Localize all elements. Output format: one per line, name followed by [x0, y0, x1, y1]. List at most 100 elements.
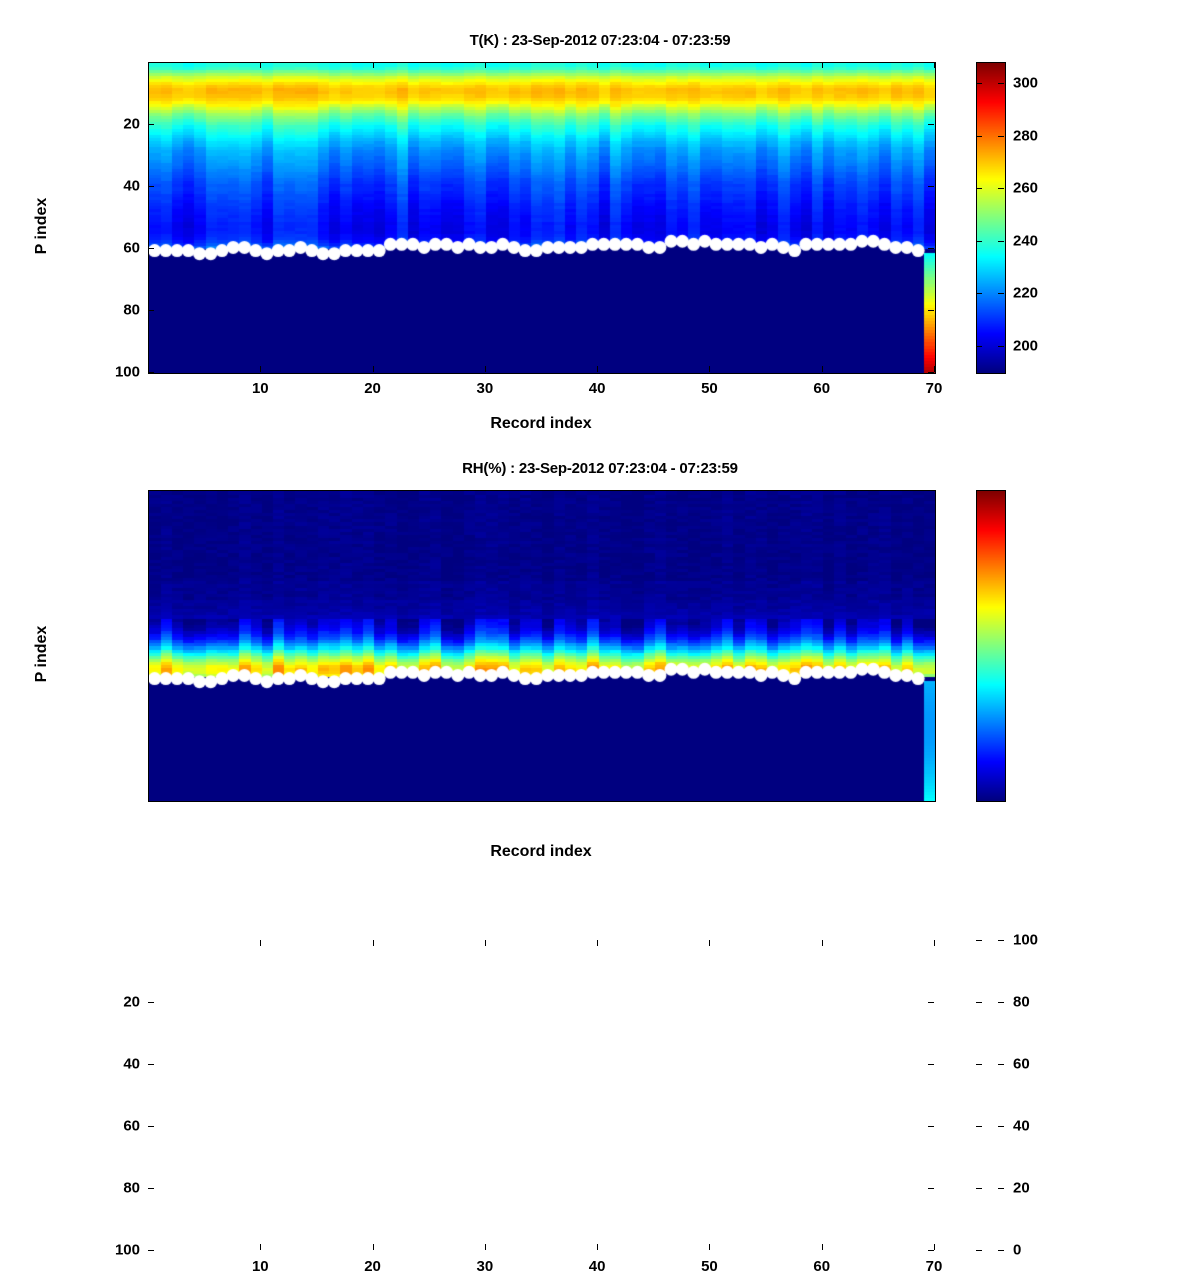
x-tick-mark-bottom — [484, 366, 486, 372]
x-tick-mark-bottom — [709, 1244, 711, 1250]
y-tick-mark-right — [928, 1064, 934, 1065]
colorbar-tick-mark — [976, 1188, 982, 1189]
colorbar-tick-label: 80 — [1013, 993, 1030, 1011]
y-tick-mark — [148, 248, 154, 249]
humidity-colorbar-gradient — [977, 491, 1005, 801]
colorbar-tick-label: 100 — [1013, 931, 1039, 949]
colorbar-tick-mark-right — [998, 345, 1004, 347]
x-tick-mark-top — [597, 940, 599, 946]
x-tick-mark-bottom — [934, 366, 935, 372]
x-tick-mark-top — [260, 62, 262, 68]
x-tick-mark-top — [709, 62, 711, 68]
colorbar-tick-mark-right — [998, 188, 1004, 190]
x-tick-mark-bottom — [484, 1244, 486, 1250]
y-tick-mark — [148, 124, 154, 125]
y-tick-mark — [148, 310, 154, 311]
y-tick-label: 20 — [123, 993, 140, 1011]
x-tick-mark-bottom — [372, 366, 374, 372]
colorbar-tick-label: 300 — [1013, 74, 1039, 92]
x-tick-mark-bottom — [597, 366, 599, 372]
humidity-colorbar — [976, 490, 1006, 802]
colorbar-tick-mark — [976, 940, 982, 941]
y-tick-mark — [148, 1250, 154, 1251]
x-tick-label: 70 — [925, 1258, 943, 1275]
colorbar-tick-mark — [976, 1250, 982, 1251]
temperature-x-axis-label: Record index — [490, 415, 592, 432]
colorbar-tick-mark-right — [998, 293, 1004, 295]
temperature-y-axis-label: P index — [33, 197, 50, 255]
y-tick-mark-right — [928, 1126, 934, 1127]
humidity-y-axis-label: P index — [33, 625, 50, 683]
colorbar-tick-mark — [976, 188, 982, 190]
colorbar-tick-label: 200 — [1013, 337, 1039, 355]
y-tick-label: 60 — [123, 1117, 140, 1135]
y-tick-mark-right — [928, 1188, 934, 1189]
y-tick-mark-right — [928, 124, 934, 125]
x-tick-label: 30 — [476, 1258, 494, 1275]
colorbar-tick-mark-right — [998, 240, 1004, 242]
x-tick-mark-bottom — [709, 366, 711, 372]
y-tick-mark — [148, 1002, 154, 1003]
x-tick-mark-top — [709, 940, 711, 946]
x-tick-mark-bottom — [934, 1244, 935, 1250]
humidity-x-axis-label: Record index — [490, 843, 592, 860]
y-tick-label: 40 — [123, 177, 140, 195]
colorbar-tick-mark-right — [998, 135, 1004, 137]
x-tick-mark-bottom — [821, 1244, 823, 1250]
colorbar-tick-mark-right — [998, 1250, 1004, 1251]
y-tick-label: 20 — [123, 115, 140, 133]
x-tick-label: 60 — [813, 1258, 831, 1275]
y-tick-mark-right — [928, 1250, 934, 1251]
colorbar-tick-label: 20 — [1013, 1179, 1030, 1197]
x-tick-mark-top — [484, 62, 486, 68]
x-tick-mark-bottom — [260, 366, 262, 372]
x-tick-mark-top — [821, 62, 823, 68]
colorbar-tick-mark — [976, 293, 982, 295]
x-tick-label: 10 — [251, 380, 269, 397]
colorbar-tick-mark-right — [998, 1188, 1004, 1189]
colorbar-tick-mark-right — [998, 1002, 1004, 1003]
x-tick-mark-top — [934, 940, 935, 946]
colorbar-tick-label: 0 — [1013, 1241, 1022, 1259]
x-tick-label: 60 — [813, 380, 831, 397]
x-tick-label: 40 — [588, 1258, 606, 1275]
y-tick-mark — [148, 1064, 154, 1065]
x-tick-mark-top — [372, 62, 374, 68]
colorbar-tick-label: 220 — [1013, 284, 1039, 302]
y-tick-mark — [148, 186, 154, 187]
humidity-heatmap — [149, 491, 935, 801]
colorbar-tick-mark-right — [998, 940, 1004, 941]
x-tick-mark-bottom — [260, 1244, 262, 1250]
x-tick-label: 40 — [588, 380, 606, 397]
colorbar-tick-mark — [976, 83, 982, 85]
panel-title-humidity: RH(%) : 23-Sep-2012 07:23:04 - 07:23:59 — [462, 460, 738, 477]
x-tick-label: 20 — [364, 380, 381, 397]
x-tick-mark-top — [260, 940, 262, 946]
x-tick-mark-top — [597, 62, 599, 68]
humidity-axes — [148, 490, 936, 802]
colorbar-tick-mark — [976, 345, 982, 347]
colorbar-tick-mark-right — [998, 83, 1004, 85]
y-tick-mark — [148, 1126, 154, 1127]
colorbar-tick-label: 40 — [1013, 1117, 1030, 1135]
x-tick-mark-top — [372, 940, 374, 946]
x-tick-label: 10 — [251, 1258, 269, 1275]
temperature-colorbar-gradient — [977, 63, 1005, 373]
temperature-panel: T(K) : 23-Sep-2012 07:23:04 - 07:23:59 2… — [0, 0, 1200, 450]
y-tick-mark — [148, 372, 154, 373]
x-tick-mark-top — [821, 940, 823, 946]
colorbar-tick-mark — [976, 1002, 982, 1003]
humidity-panel: RH(%) : 23-Sep-2012 07:23:04 - 07:23:59 … — [0, 450, 1200, 1275]
y-tick-mark — [148, 1188, 154, 1189]
y-tick-mark-right — [928, 1002, 934, 1003]
colorbar-tick-mark — [976, 1126, 982, 1127]
y-tick-label: 40 — [123, 1055, 140, 1073]
y-tick-label: 80 — [123, 301, 140, 319]
colorbar-tick-mark-right — [998, 1126, 1004, 1127]
colorbar-tick-label: 280 — [1013, 127, 1039, 145]
x-tick-mark-bottom — [372, 1244, 374, 1250]
y-tick-mark-right — [928, 186, 934, 187]
temperature-axes — [148, 62, 936, 374]
y-tick-label: 100 — [114, 363, 140, 381]
